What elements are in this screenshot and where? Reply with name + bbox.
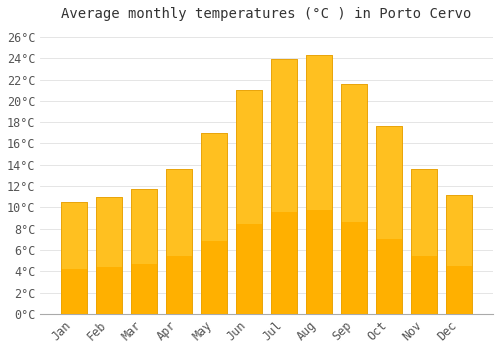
Bar	[411, 256, 438, 314]
Bar	[201, 133, 228, 314]
Title: Average monthly temperatures (°C ) in Porto Cervo: Average monthly temperatures (°C ) in Po…	[62, 7, 472, 21]
Bar	[201, 133, 228, 314]
Bar	[166, 169, 192, 314]
Bar	[411, 169, 438, 314]
Bar	[96, 267, 122, 314]
Bar	[61, 202, 87, 314]
Bar	[131, 189, 157, 314]
Bar	[96, 197, 122, 314]
Bar	[446, 266, 472, 314]
Bar	[376, 126, 402, 314]
Bar	[166, 169, 192, 314]
Bar	[376, 239, 402, 314]
Bar	[411, 169, 438, 314]
Bar	[131, 264, 157, 314]
Bar	[306, 55, 332, 314]
Bar	[236, 90, 262, 314]
Bar	[271, 212, 297, 314]
Bar	[446, 195, 472, 314]
Bar	[131, 189, 157, 314]
Bar	[376, 126, 402, 314]
Bar	[96, 197, 122, 314]
Bar	[306, 210, 332, 314]
Bar	[271, 59, 297, 314]
Bar	[61, 202, 87, 314]
Bar	[201, 241, 228, 314]
Bar	[236, 90, 262, 314]
Bar	[446, 195, 472, 314]
Bar	[271, 59, 297, 314]
Bar	[236, 224, 262, 314]
Bar	[341, 222, 367, 314]
Bar	[341, 84, 367, 314]
Bar	[166, 256, 192, 314]
Bar	[341, 84, 367, 314]
Bar	[61, 269, 87, 314]
Bar	[306, 55, 332, 314]
